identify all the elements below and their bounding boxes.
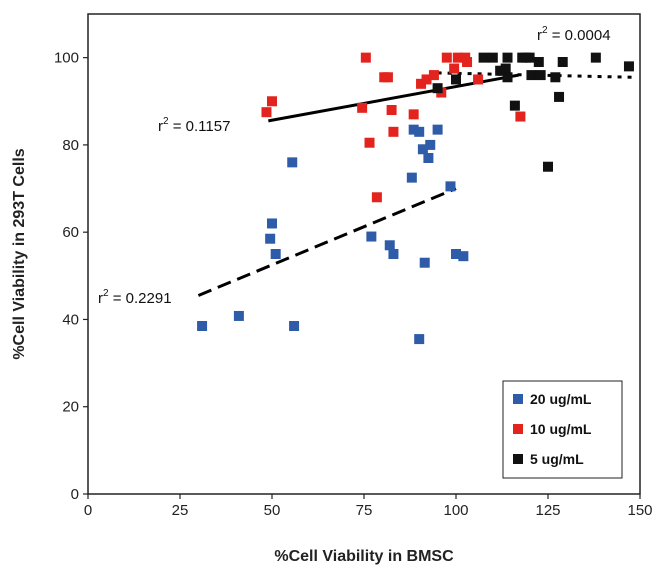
legend-swatch-20ug [513, 394, 523, 404]
x-tick-label: 0 [84, 502, 92, 519]
point-20ug [445, 181, 456, 192]
x-tick-label: 50 [264, 502, 281, 519]
x-tick-label: 125 [535, 502, 560, 519]
point-20ug [414, 334, 425, 345]
r2-annotation-10ug: r2 = 0.1157 [158, 116, 230, 135]
point-10ug [360, 52, 371, 63]
point-10ug [382, 72, 393, 83]
point-20ug [233, 310, 244, 321]
point-10ug [357, 102, 368, 113]
point-10ug [364, 137, 375, 148]
point-20ug [419, 257, 430, 268]
point-10ug [421, 74, 432, 85]
point-10ug [452, 52, 463, 63]
x-tick-label: 100 [443, 502, 468, 519]
x-tick-label: 25 [172, 502, 189, 519]
point-20ug [432, 124, 443, 135]
y-tick-label: 100 [54, 50, 79, 67]
y-tick-label: 80 [62, 137, 79, 154]
point-20ug [197, 321, 208, 331]
point-5ug [533, 57, 544, 67]
legend-label-10ug: 10 ug/mL [530, 421, 592, 437]
point-10ug [449, 63, 460, 74]
point-20ug [287, 157, 298, 168]
point-5ug [623, 61, 634, 72]
point-20ug [425, 139, 436, 150]
y-tick-label: 0 [71, 486, 79, 503]
x-tick-label: 150 [627, 502, 652, 519]
point-5ug [502, 52, 513, 63]
point-10ug [267, 96, 277, 107]
y-tick-label: 40 [62, 311, 79, 328]
legend-label-20ug: 20 ug/mL [530, 391, 592, 407]
y-tick-label: 20 [62, 399, 79, 416]
point-20ug [423, 153, 434, 163]
point-20ug [384, 240, 395, 251]
point-20ug [289, 321, 300, 331]
point-20ug [408, 124, 419, 135]
point-5ug [557, 57, 568, 67]
point-10ug [441, 52, 452, 63]
legend-label-5ug: 5 ug/mL [530, 451, 584, 467]
point-20ug [451, 249, 461, 259]
point-20ug [406, 172, 417, 183]
trend-line-5ug [437, 71, 633, 79]
point-10ug [473, 74, 484, 85]
point-20ug [417, 144, 428, 155]
point-10ug [428, 70, 439, 81]
x-tick-label: 75 [356, 502, 373, 519]
point-5ug [535, 70, 546, 81]
point-5ug [550, 72, 561, 83]
point-20ug [265, 233, 276, 244]
r2-annotation-5ug: r2 = 0.0004 [537, 25, 611, 44]
point-5ug [432, 83, 443, 94]
point-5ug [500, 63, 511, 74]
point-5ug [487, 52, 498, 63]
axes: 0 25 50 75 100 125 150 0 20 40 60 80 100 [54, 50, 653, 519]
point-5ug [524, 52, 535, 63]
point-10ug [371, 192, 382, 203]
point-10ug [408, 109, 419, 120]
y-axis-title: %Cell Viability in 293T Cells [11, 148, 28, 359]
point-5ug [590, 52, 601, 63]
point-5ug [509, 100, 520, 111]
point-20ug [366, 231, 377, 242]
y-tick-label: 60 [62, 224, 79, 241]
point-5ug [478, 52, 489, 63]
point-5ug [526, 70, 537, 81]
legend: 20 ug/mL 10 ug/mL 5 ug/mL [502, 380, 623, 479]
trend-line-20ug [197, 187, 457, 297]
point-20ug [270, 249, 281, 259]
point-10ug [388, 126, 399, 137]
point-20ug [388, 249, 399, 259]
point-5ug [495, 65, 506, 76]
point-10ug [462, 57, 473, 67]
point-5ug [502, 72, 513, 83]
point-5ug [451, 74, 461, 85]
point-10ug [515, 111, 526, 122]
x-axis-title: %Cell Viability in BMSC [274, 548, 454, 565]
point-10ug [416, 78, 427, 89]
point-10ug [261, 107, 272, 118]
legend-swatch-5ug [513, 454, 523, 464]
point-10ug [386, 105, 397, 115]
point-5ug [554, 91, 565, 102]
r2-annotation-20ug: r2 = 0.2291 [98, 288, 172, 307]
point-20ug [458, 251, 469, 262]
trend-lines [197, 71, 633, 297]
legend-swatch-10ug [513, 424, 523, 434]
point-20ug [267, 218, 277, 229]
point-20ug [414, 126, 425, 137]
point-5ug [543, 161, 553, 172]
data-points [197, 52, 634, 345]
